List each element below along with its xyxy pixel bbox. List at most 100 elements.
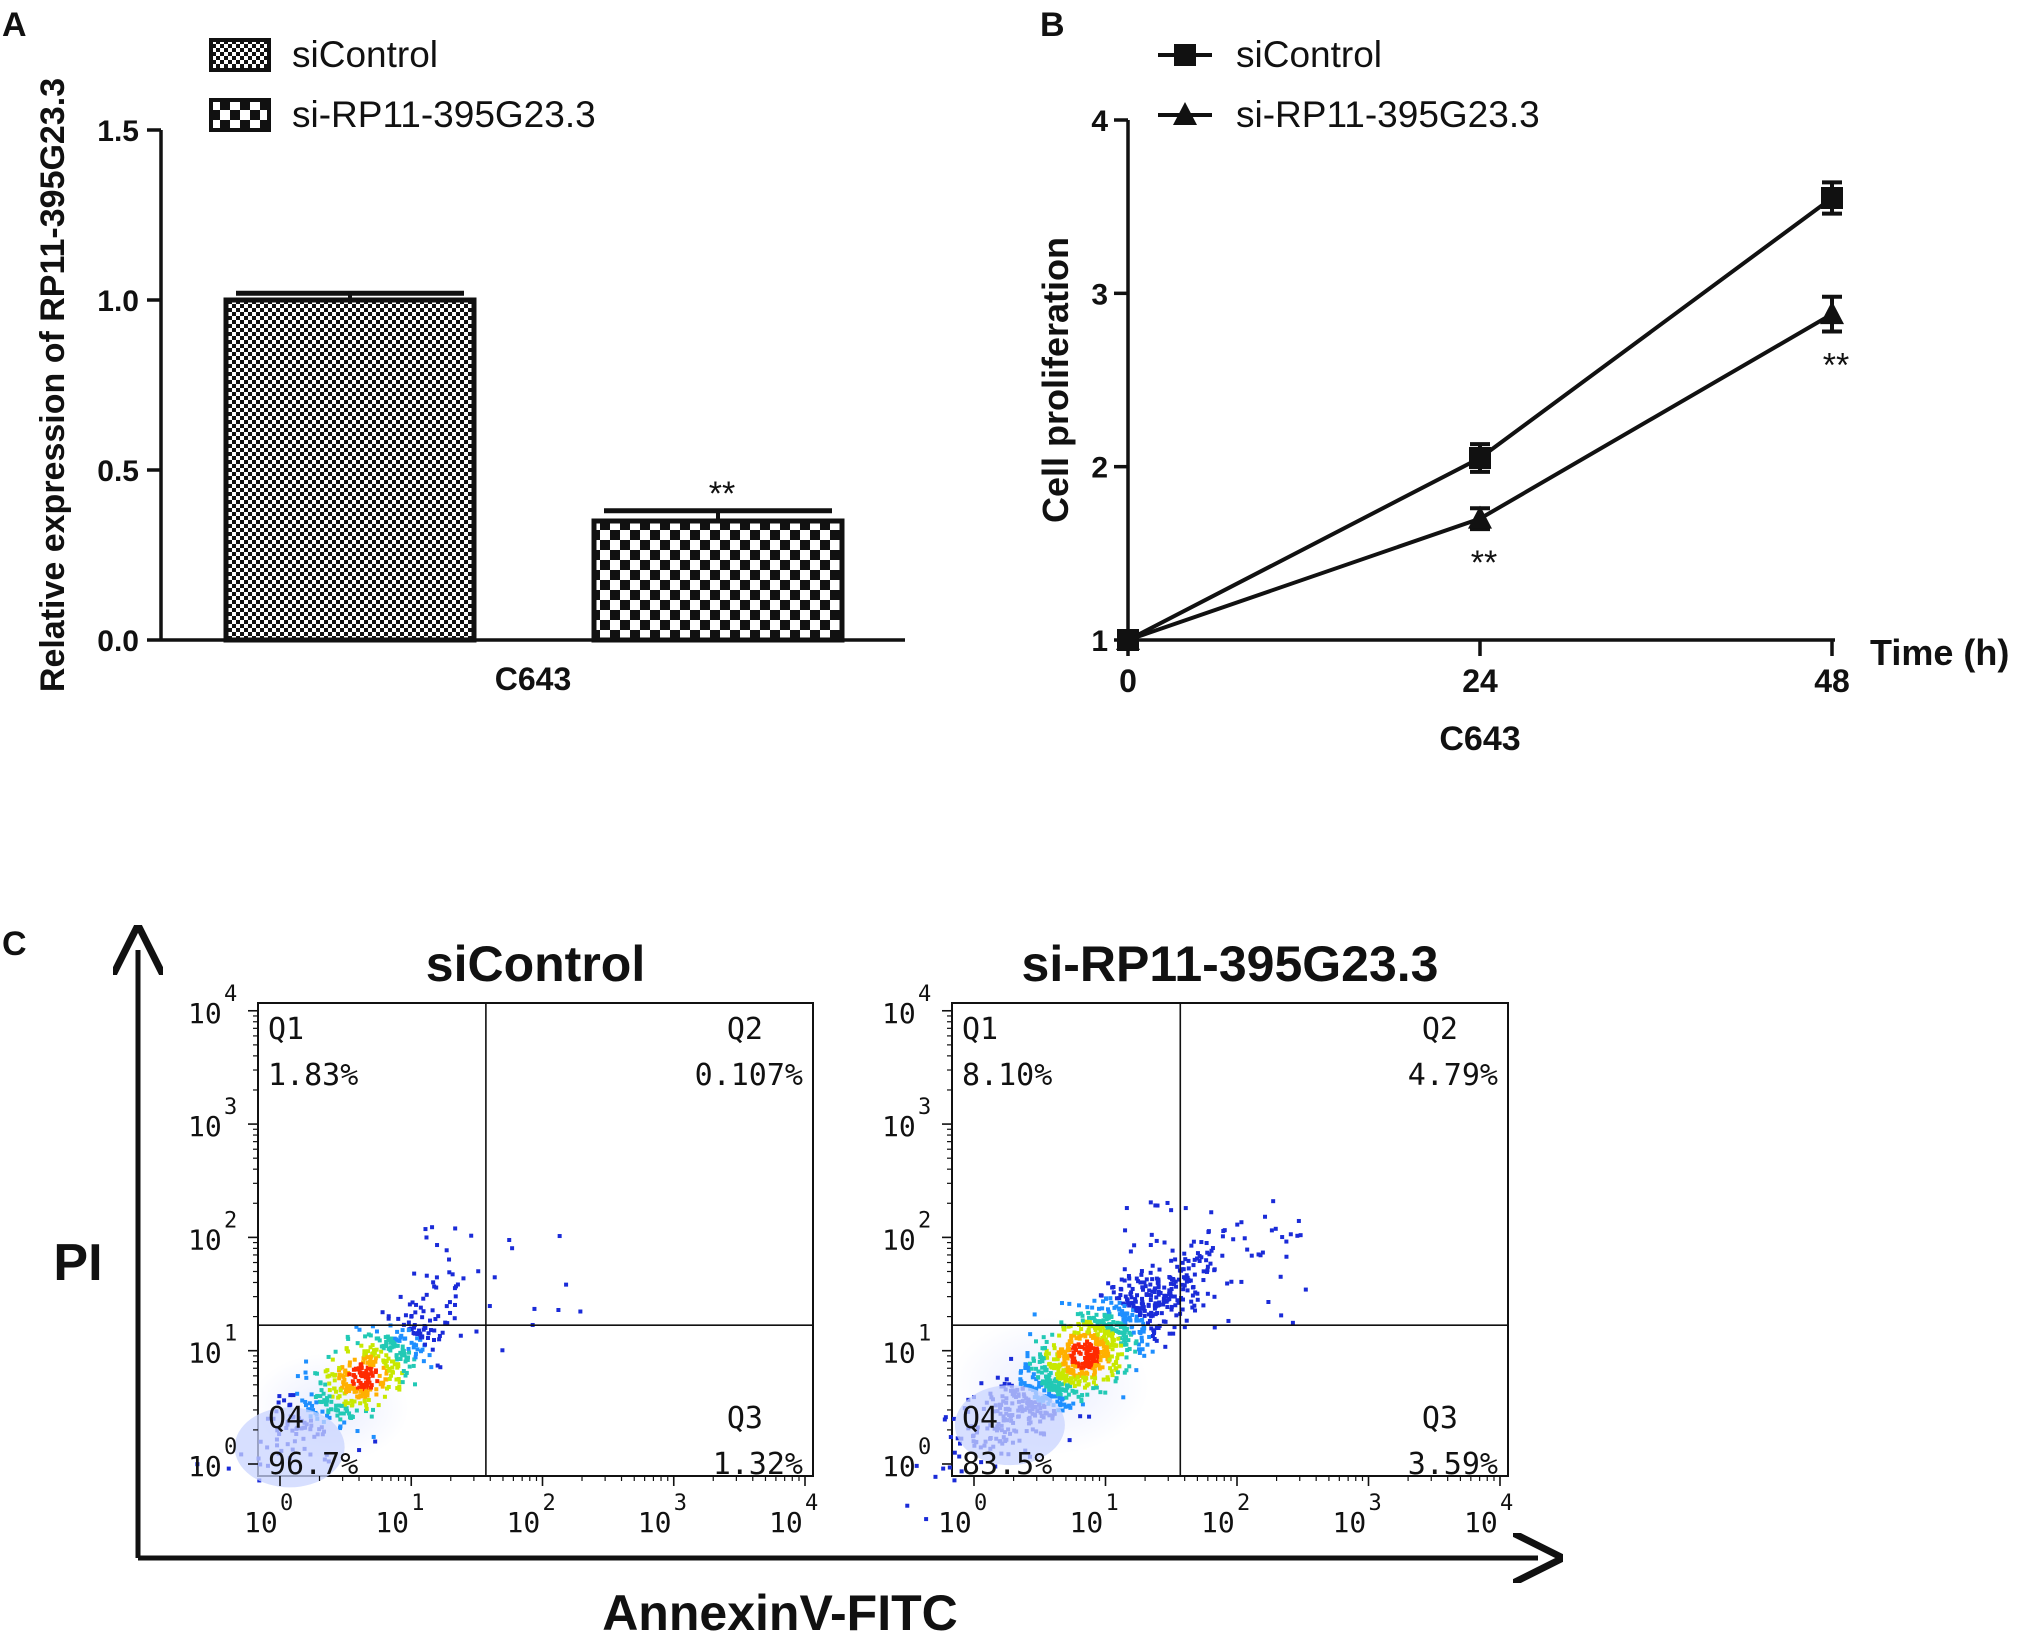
flow-quadrant-name: Q4 — [962, 1401, 998, 1436]
flow-event — [1110, 1373, 1115, 1378]
flow-event — [1063, 1361, 1068, 1366]
line-marker-triangle — [1468, 505, 1492, 529]
flow-event — [374, 1387, 379, 1392]
flow-event — [1148, 1297, 1153, 1302]
flow-event — [1142, 1308, 1147, 1313]
line-group-label: C643 — [1439, 720, 1520, 758]
flow-event — [1066, 1345, 1071, 1350]
flow-event-outlier — [1295, 1233, 1300, 1238]
flow-event — [369, 1385, 374, 1390]
flow-event — [325, 1374, 330, 1379]
flow-event-outlier — [1280, 1235, 1285, 1240]
flow-event — [1110, 1331, 1115, 1336]
flow-event — [409, 1340, 414, 1345]
flow-event — [1080, 1402, 1085, 1407]
flow-event — [1098, 1341, 1103, 1346]
flow-event — [344, 1409, 349, 1414]
flow-event — [338, 1417, 343, 1422]
flow-event — [1059, 1301, 1064, 1306]
flow-event — [355, 1429, 360, 1434]
flow-event — [1109, 1300, 1114, 1305]
flow-event — [1095, 1351, 1100, 1356]
flow-event — [1148, 1270, 1153, 1275]
flow-event — [1137, 1318, 1142, 1323]
flow-event — [1095, 1332, 1100, 1337]
flow-event — [333, 1407, 338, 1412]
flow-event — [1047, 1362, 1052, 1367]
flow-event — [395, 1386, 400, 1391]
flow-event — [1069, 1333, 1074, 1338]
flow-event — [1076, 1382, 1081, 1387]
flow-event — [1137, 1350, 1142, 1355]
flow-event — [1059, 1320, 1064, 1325]
flow-event — [1155, 1311, 1160, 1316]
flow-event-outlier — [1303, 1287, 1308, 1292]
flow-event — [1037, 1384, 1042, 1389]
flow-event — [364, 1368, 369, 1373]
flow-event — [1117, 1364, 1122, 1369]
flow-event — [1140, 1339, 1145, 1344]
flow-event-outlier — [1169, 1304, 1174, 1309]
flow-event — [1062, 1381, 1067, 1386]
flow-event — [1067, 1353, 1072, 1358]
flow-event — [1041, 1356, 1046, 1361]
flow-x-tick-exp: 4 — [1500, 1491, 1513, 1516]
flow-event — [319, 1400, 324, 1405]
flow-event — [1165, 1305, 1170, 1310]
flow-event — [1249, 1253, 1254, 1258]
flow-event — [337, 1368, 342, 1373]
flow-event — [1049, 1380, 1054, 1385]
flow-event — [1114, 1343, 1119, 1348]
flow-event — [1085, 1305, 1090, 1310]
flow-event — [1114, 1296, 1119, 1301]
flow-event — [1149, 1326, 1154, 1331]
flow-event — [438, 1365, 443, 1370]
flow-event — [1105, 1354, 1110, 1359]
flow-event-outlier — [1169, 1208, 1174, 1213]
flow-event — [1139, 1335, 1144, 1340]
flow-y-tick-exp: 1 — [918, 1322, 931, 1347]
panel-label-c: C — [2, 925, 27, 963]
flow-event — [1129, 1295, 1134, 1300]
flow-event — [1152, 1287, 1157, 1292]
flow-event — [347, 1415, 352, 1420]
flow-event — [1079, 1399, 1084, 1404]
flow-event — [366, 1397, 371, 1402]
flow-event — [1150, 1289, 1155, 1294]
flow-event — [1095, 1337, 1100, 1342]
flow-event — [383, 1335, 388, 1340]
flow-event — [1078, 1311, 1083, 1316]
flow-event — [1141, 1287, 1146, 1292]
flow-event-outlier — [1298, 1233, 1303, 1238]
flow-event — [1057, 1389, 1062, 1394]
flow-event — [1170, 1248, 1175, 1253]
line-marker-triangle — [1820, 301, 1844, 325]
flow-event — [386, 1384, 391, 1389]
flow-y-tick-exp: 0 — [224, 1435, 237, 1460]
flow-event — [395, 1329, 400, 1334]
flow-event-outlier — [1242, 1236, 1247, 1241]
flow-event — [1085, 1321, 1090, 1326]
flow-event — [1209, 1210, 1214, 1215]
flow-event — [371, 1360, 376, 1365]
flow-event — [386, 1337, 391, 1342]
flow-event — [1138, 1331, 1143, 1336]
flow-event — [418, 1335, 423, 1340]
flow-event — [1061, 1325, 1066, 1330]
flow-event — [359, 1365, 364, 1370]
flow-event — [1143, 1284, 1148, 1289]
flow-event — [1082, 1342, 1087, 1347]
flow-event — [1121, 1333, 1126, 1338]
flow-event — [365, 1382, 370, 1387]
flow-event — [369, 1371, 374, 1376]
flow-event — [400, 1344, 405, 1349]
flow-event — [1133, 1299, 1138, 1304]
flow-event — [1099, 1354, 1104, 1359]
flow-event — [410, 1300, 415, 1305]
flow-event — [1056, 1372, 1061, 1377]
flow-event — [1147, 1288, 1152, 1293]
flow-event-outlier — [1290, 1320, 1295, 1325]
flow-event — [1080, 1393, 1085, 1398]
flow-event — [1049, 1387, 1054, 1392]
flow-event — [1052, 1387, 1057, 1392]
